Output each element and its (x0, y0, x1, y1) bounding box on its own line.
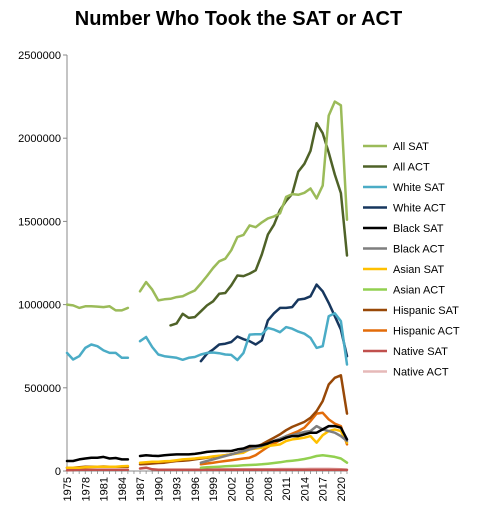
x-tick-label: 1990 (153, 477, 165, 501)
x-tick-label: 1978 (80, 477, 92, 501)
legend-label-hispanic-act: Hispanic ACT (393, 326, 460, 338)
series-line-all-sat (65, 100, 349, 312)
series-group (65, 100, 349, 472)
legend-label-native-act: Native ACT (393, 367, 449, 379)
legend-label-all-act: All ACT (393, 162, 430, 174)
legend-label-white-sat: White SAT (393, 182, 445, 194)
y-tick-label: 2000000 (18, 133, 61, 145)
legend: All SAT All ACT White SAT White ACT Black SA… (363, 141, 460, 379)
x-tick-label: 2005 (245, 477, 257, 501)
chart-title: Number Who Took the SAT or ACT (74, 8, 403, 30)
legend-label-all-sat: All SAT (393, 141, 429, 153)
x-tick-label: 1984 (117, 477, 129, 501)
y-tick-label: 500000 (24, 383, 61, 395)
series-line-white-act (199, 283, 349, 363)
legend-label-hispanic-sat: Hispanic SAT (393, 305, 459, 317)
x-tick-label: 1999 (208, 477, 220, 501)
series-line-hispanic-act (199, 411, 349, 466)
series-line-all-act (169, 121, 349, 327)
y-tick-label: 1000000 (18, 300, 61, 312)
series-line-native-sat (65, 466, 349, 472)
series-line-hispanic-sat (65, 374, 349, 469)
legend-label-native-sat: Native SAT (393, 346, 448, 358)
x-tick-label: 1996 (190, 477, 202, 501)
x-tick-label: 1975 (62, 477, 74, 501)
x-tick-label: 2014 (299, 477, 311, 501)
series-line-asian-sat (65, 428, 349, 469)
x-tick-label: 1981 (99, 477, 111, 501)
y-tick-label: 1500000 (18, 216, 61, 228)
y-tick-label: 2500000 (18, 50, 61, 62)
legend-label-black-act: Black ACT (393, 244, 445, 256)
x-tick-label: 2008 (263, 477, 275, 501)
series-line-black-sat (65, 424, 349, 463)
x-tick-label: 2011 (281, 477, 293, 501)
x-tick-label: 1993 (172, 477, 184, 501)
x-tick-label: 2020 (336, 477, 348, 501)
axes-group: 0 500000 1000000 1500000 2000000 2500000 1975 1… (18, 50, 348, 501)
legend-label-asian-act: Asian ACT (393, 285, 445, 297)
legend-label-asian-sat: Asian SAT (393, 264, 444, 276)
legend-label-white-act: White ACT (393, 203, 446, 215)
x-tick-label: 2002 (226, 477, 238, 501)
legend-label-black-sat: Black SAT (393, 223, 444, 235)
series-line-asian-act (199, 453, 349, 469)
series-line-white-sat (65, 312, 349, 366)
y-tick-label: 0 (55, 466, 61, 478)
x-tick-label: 1987 (135, 477, 147, 501)
x-tick-label: 2017 (318, 477, 330, 501)
